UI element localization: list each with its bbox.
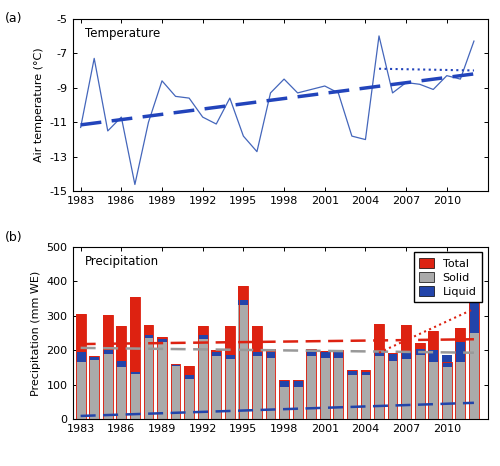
Bar (238, 305, 248, 419)
Bar (388, 355, 398, 361)
Bar (225, 359, 234, 419)
Bar (388, 353, 398, 355)
Bar (334, 358, 343, 419)
Bar (428, 363, 438, 419)
Bar (198, 326, 207, 335)
Bar (360, 370, 370, 372)
Text: Temperature: Temperature (85, 27, 160, 40)
Bar (266, 358, 276, 419)
Bar (279, 381, 289, 387)
Bar (170, 366, 180, 419)
Bar (116, 361, 126, 367)
Bar (266, 350, 276, 352)
Bar (374, 351, 384, 356)
Bar (374, 356, 384, 419)
Text: Precipitation: Precipitation (85, 255, 159, 268)
Bar (292, 380, 302, 381)
Y-axis label: Air temperature (°C): Air temperature (°C) (34, 48, 44, 162)
Bar (252, 326, 262, 352)
Bar (456, 363, 466, 419)
Bar (415, 343, 424, 350)
Bar (103, 315, 113, 350)
Text: (b): (b) (5, 231, 22, 244)
Bar (306, 349, 316, 350)
Bar (130, 372, 140, 375)
Bar (292, 387, 302, 419)
Bar (415, 356, 424, 419)
Bar (103, 350, 113, 354)
Bar (76, 314, 86, 352)
Bar (279, 387, 289, 419)
Bar (76, 352, 86, 362)
Y-axis label: Precipitation (mm WE): Precipitation (mm WE) (31, 270, 41, 396)
Bar (334, 350, 343, 352)
Bar (279, 380, 289, 381)
Bar (360, 372, 370, 375)
Bar (415, 350, 424, 356)
Bar (428, 331, 438, 350)
Bar (90, 360, 99, 419)
Bar (388, 361, 398, 419)
Bar (130, 375, 140, 419)
Bar (469, 333, 479, 419)
Bar (442, 367, 452, 419)
Bar (401, 325, 411, 352)
Bar (374, 324, 384, 351)
Bar (157, 342, 167, 419)
Bar (76, 362, 86, 419)
Bar (90, 356, 99, 357)
Bar (401, 359, 411, 419)
Bar (320, 358, 330, 419)
Bar (184, 366, 194, 375)
Bar (347, 370, 357, 371)
Bar (103, 354, 113, 419)
Bar (469, 262, 479, 299)
Bar (170, 364, 180, 366)
Bar (212, 356, 221, 419)
Bar (469, 299, 479, 333)
Bar (347, 371, 357, 375)
Bar (144, 325, 154, 336)
Bar (292, 381, 302, 387)
Bar (184, 375, 194, 379)
Bar (212, 350, 221, 352)
Bar (238, 287, 248, 300)
Bar (212, 352, 221, 356)
Bar (360, 375, 370, 419)
Text: (a): (a) (5, 12, 22, 25)
Bar (116, 367, 126, 419)
Bar (144, 338, 154, 419)
Bar (198, 339, 207, 419)
Bar (347, 375, 357, 419)
Bar (456, 342, 466, 363)
Bar (456, 328, 466, 342)
Bar (157, 337, 167, 339)
Bar (428, 350, 438, 363)
Bar (90, 357, 99, 360)
Bar (442, 355, 452, 367)
Bar (252, 352, 262, 356)
Bar (184, 379, 194, 419)
Bar (238, 300, 248, 305)
Bar (266, 352, 276, 358)
Bar (144, 336, 154, 338)
Bar (116, 326, 126, 361)
Bar (225, 356, 234, 359)
Bar (320, 351, 330, 352)
Bar (320, 352, 330, 358)
Bar (130, 297, 140, 372)
Bar (225, 326, 234, 356)
Bar (334, 352, 343, 358)
Bar (306, 350, 316, 356)
Bar (306, 356, 316, 419)
Bar (401, 352, 411, 359)
Bar (252, 356, 262, 419)
Legend: Total, Solid, Liquid: Total, Solid, Liquid (414, 252, 482, 302)
Bar (157, 339, 167, 342)
Bar (198, 335, 207, 339)
